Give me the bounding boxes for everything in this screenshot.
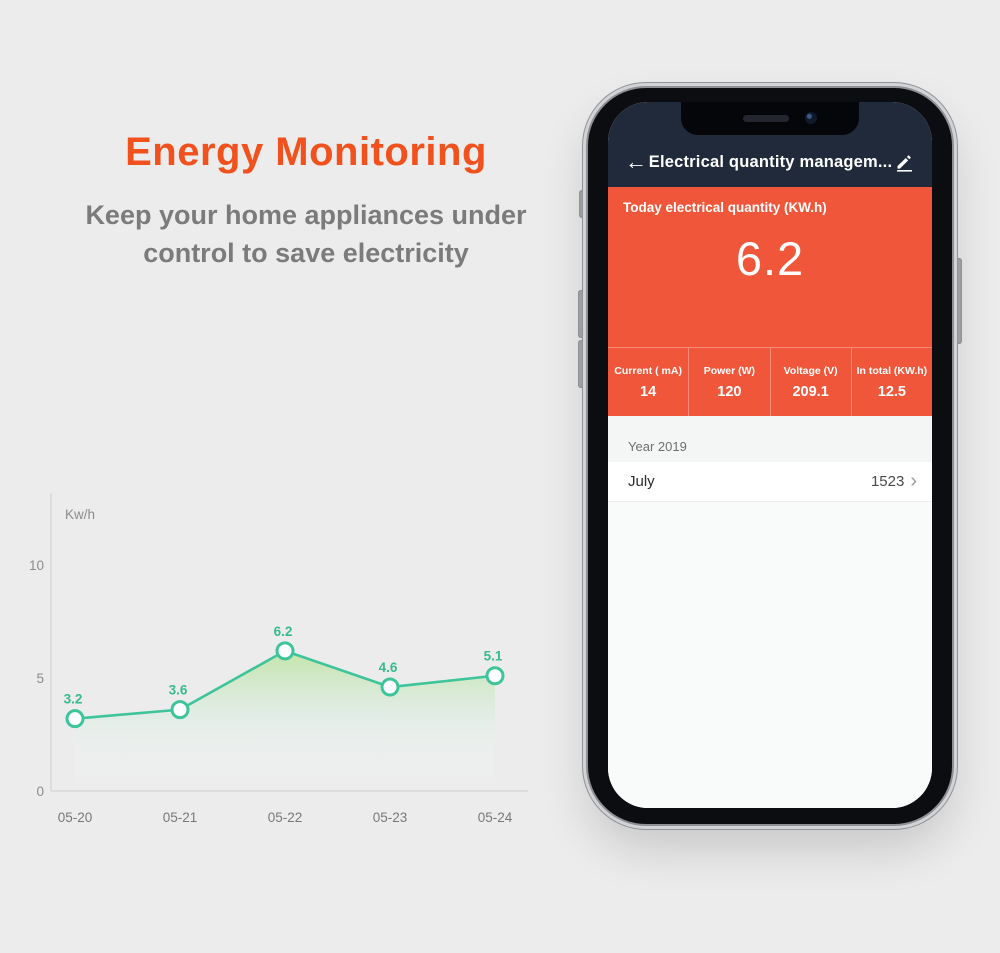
stat-power: Power (W) 120 (688, 348, 769, 416)
svg-text:0: 0 (36, 784, 44, 799)
svg-text:10: 10 (29, 558, 44, 573)
month-label: July (628, 473, 655, 490)
today-panel: Today electrical quantity (KW.h) 6.2 Cur… (608, 187, 932, 416)
phone-screen: ← Electrical quantity managem... Today e… (608, 102, 932, 808)
stat-current-label: Current ( mA) (614, 364, 682, 377)
svg-text:05-21: 05-21 (163, 810, 198, 825)
page-title: Energy Monitoring (125, 130, 487, 174)
volume-down-button (578, 340, 590, 388)
month-list-item[interactable]: July 1523 › (608, 462, 932, 502)
camera-icon (805, 112, 817, 124)
power-button (950, 258, 962, 344)
phone-notch (681, 102, 859, 135)
stat-voltage-label: Voltage (V) (783, 364, 838, 377)
phone-frame: ← Electrical quantity managem... Today e… (588, 88, 952, 824)
today-quantity-label: Today electrical quantity (KW.h) (623, 200, 827, 215)
month-right-group: 1523 › (870, 469, 917, 492)
month-value: 1523 (870, 473, 905, 490)
stat-total-value: 12.5 (877, 383, 906, 400)
stat-current-value: 14 (640, 383, 657, 400)
stats-row: Current ( mA) 14 Power (W) 120 Voltage (… (608, 347, 932, 416)
svg-text:4.6: 4.6 (379, 660, 398, 675)
year-header: Year 2019 (608, 416, 932, 462)
line-chart-svg: Kw/h 0 5 10 3.2 3.6 6.2 4.6 5.1 05-20 05-21 05-22 05… (29, 493, 528, 825)
svg-text:05-23: 05-23 (373, 810, 408, 825)
volume-up-button (578, 290, 590, 338)
svg-text:3.2: 3.2 (64, 692, 83, 707)
svg-text:Kw/h: Kw/h (65, 507, 95, 522)
stat-total-label: In total (KW.h) (856, 364, 928, 377)
subtitle-line-1: Keep your home appliances under (85, 200, 527, 230)
nav-bar: ← Electrical quantity managem... (608, 137, 932, 187)
svg-text:5: 5 (36, 671, 44, 686)
back-arrow-icon[interactable]: ← (625, 149, 647, 174)
speaker-icon (743, 115, 789, 122)
page-subtitle: Keep your home appliances under control … (0, 196, 612, 272)
svg-text:05-20: 05-20 (58, 810, 93, 825)
svg-text:3.6: 3.6 (169, 683, 188, 698)
empty-content-area (608, 502, 932, 808)
svg-text:05-24: 05-24 (478, 810, 513, 825)
stat-power-label: Power (W) (703, 364, 756, 377)
chevron-right-icon: › (910, 469, 917, 492)
energy-usage-chart: Kw/h 0 5 10 3.2 3.6 6.2 4.6 5.1 05-20 05-21 05-22 05… (20, 486, 550, 846)
today-quantity-value: 6.2 (735, 232, 805, 285)
svg-text:6.2: 6.2 (274, 624, 293, 639)
stat-voltage: Voltage (V) 209.1 (769, 348, 851, 416)
svg-text:05-22: 05-22 (268, 810, 303, 825)
stat-current: Current ( mA) 14 (608, 348, 688, 416)
svg-text:5.1: 5.1 (484, 649, 503, 664)
stat-voltage-value: 209.1 (792, 383, 829, 400)
phone-mockup: ← Electrical quantity managem... Today e… (578, 88, 962, 824)
subtitle-line-2: control to save electricity (143, 238, 469, 268)
app-header: ← Electrical quantity managem... (608, 102, 932, 187)
stat-power-value: 120 (717, 383, 742, 400)
edit-pencil-icon[interactable] (894, 152, 915, 173)
app-title: Electrical quantity managem... (648, 152, 893, 171)
stat-total: In total (KW.h) 12.5 (850, 348, 932, 416)
